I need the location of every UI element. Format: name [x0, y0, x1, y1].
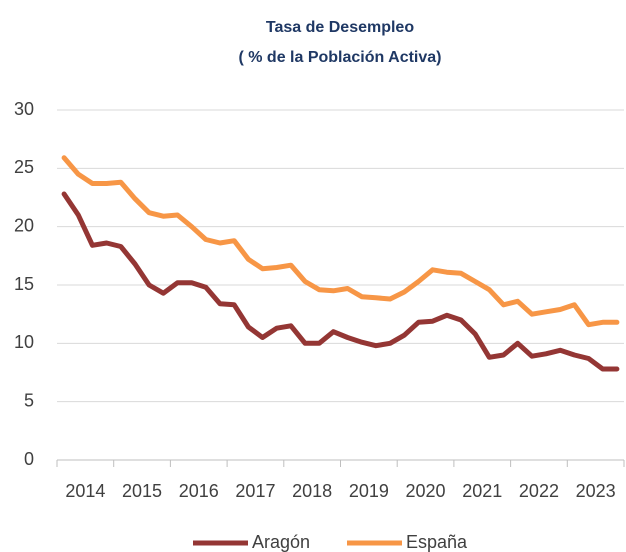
y-tick-label: 20 — [14, 215, 34, 235]
x-tick-label: 2014 — [65, 481, 105, 501]
y-tick-label: 5 — [24, 390, 34, 410]
y-tick-label: 25 — [14, 157, 34, 177]
y-tick-label: 30 — [14, 99, 34, 119]
x-tick-label: 2022 — [519, 481, 559, 501]
y-tick-label: 10 — [14, 332, 34, 352]
legend-label: España — [406, 532, 468, 552]
series-line — [61, 191, 620, 372]
x-tick-label: 2018 — [292, 481, 332, 501]
x-tick-label: 2016 — [179, 481, 219, 501]
x-tick-label: 2020 — [406, 481, 446, 501]
legend-label: Aragón — [252, 532, 310, 552]
series-line — [61, 155, 620, 328]
chart-subtitle: ( % de la Población Activa) — [238, 49, 441, 66]
x-tick-label: 2023 — [576, 481, 616, 501]
x-tick-label: 2015 — [122, 481, 162, 501]
x-tick-label: 2021 — [462, 481, 502, 501]
x-tick-label: 2017 — [235, 481, 275, 501]
x-tick-label: 2019 — [349, 481, 389, 501]
y-tick-label: 0 — [24, 449, 34, 469]
chart-title: Tasa de Desempleo — [266, 19, 414, 36]
y-tick-label: 15 — [14, 274, 34, 294]
